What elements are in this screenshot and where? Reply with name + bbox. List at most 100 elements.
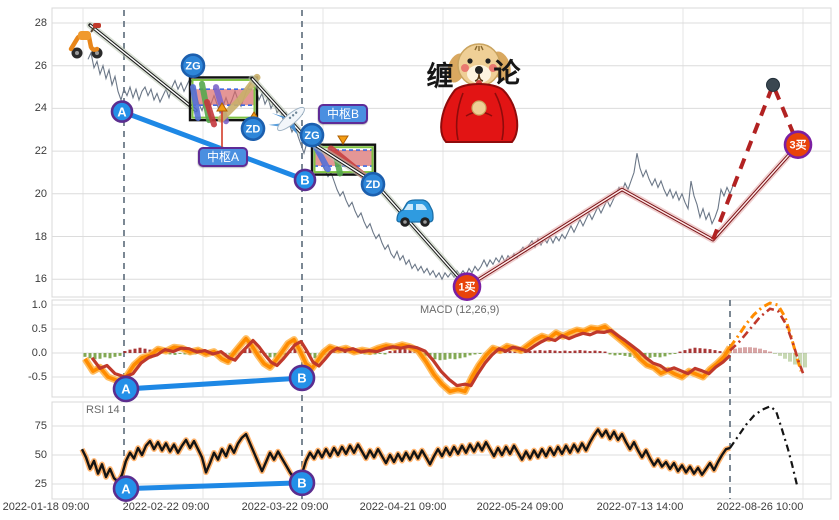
macd-histogram-bar (438, 353, 442, 361)
marker-ZD[interactable]: ZD (240, 116, 266, 141)
svg-text:ZG: ZG (304, 130, 319, 142)
segment-up-core (466, 144, 799, 288)
macd-histogram-bar (608, 353, 612, 355)
pivot-b-label[interactable]: 中枢B (317, 104, 369, 124)
car-icon (396, 199, 434, 227)
macd-histogram-bar (378, 353, 382, 354)
macd-histogram-bar (703, 348, 707, 353)
macd-histogram-bar (103, 353, 107, 358)
y-tick-main: 16 (34, 273, 47, 286)
y-tick-main: 24 (34, 102, 47, 115)
marker-3买[interactable]: 3买 (783, 130, 813, 159)
logo-char-right: 论 (493, 58, 521, 89)
marker-B[interactable]: B (293, 168, 317, 192)
macd-histogram-bar (693, 347, 697, 353)
macd-histogram-bar (548, 350, 552, 353)
macd-histogram-bar (528, 351, 532, 353)
macd-histogram-bar (268, 353, 272, 358)
macd-histogram-bar (443, 353, 447, 360)
marker-ZG[interactable]: ZG (299, 122, 325, 148)
x-tick-label: 2022-04-21 09:00 (359, 501, 447, 513)
x-tick-label: 2022-03-22 09:00 (241, 501, 329, 513)
pen-stroke (204, 99, 217, 128)
pen-stroke (190, 84, 201, 121)
macd-histogram-bar (398, 349, 402, 353)
macd-histogram-bar (623, 353, 627, 356)
macd-histogram-bar (598, 351, 602, 353)
macd-dea-line (90, 328, 732, 388)
chart-layers: A B ZG ZD ZG ZD 1买 3买 A B A B (51, 7, 832, 502)
macd-histogram-bar (603, 351, 607, 353)
macd-histogram-bar (673, 353, 677, 354)
macd-histogram-bar (458, 353, 462, 359)
macd-trendline-ab (123, 375, 305, 392)
macd-histogram-bar (713, 350, 717, 353)
svg-text:A: A (121, 382, 131, 397)
y-tick-macd: 1.0 (31, 299, 47, 311)
macd-histogram-bar (678, 351, 682, 353)
y-tick-macd: -0.5 (28, 371, 47, 383)
svg-text:B: B (297, 476, 306, 491)
macd-histogram-bar (173, 353, 177, 355)
macd-histogram-bar (133, 348, 137, 353)
svg-text:3买: 3买 (789, 139, 806, 152)
macd-histogram-bar (403, 348, 407, 353)
x-tick-label: 2022-02-22 09:00 (122, 501, 210, 513)
macd-histogram-bar (98, 353, 102, 359)
macd-histogram-bar (663, 353, 667, 357)
marker-ZG[interactable]: ZG (180, 53, 206, 78)
macd-histogram-bar (628, 353, 632, 357)
marker-A[interactable]: A (112, 375, 140, 403)
macd-histogram-bar (303, 351, 307, 353)
macd-histogram-bar (738, 347, 742, 353)
macd-histogram-bar (118, 353, 122, 356)
main-trendline-ab (119, 109, 308, 183)
macd-histogram-bar (248, 347, 252, 353)
macd-histogram-bar (113, 353, 117, 357)
scooter-icon (68, 23, 103, 59)
macd-histogram-bar (798, 353, 802, 367)
x-tick-label: 2022-01-18 09:00 (2, 501, 90, 513)
marker-B[interactable]: B (288, 364, 316, 392)
marker-ZD[interactable]: ZD (360, 171, 386, 197)
macd-histogram-bar (653, 353, 657, 357)
segment-down-2-core (251, 78, 468, 288)
macd-histogram-bar (583, 350, 587, 353)
svg-text:B: B (300, 173, 309, 188)
macd-histogram-bar (393, 350, 397, 353)
macd-histogram-bar (688, 348, 692, 353)
macd-histogram-bar (788, 353, 792, 362)
airplane-icon (268, 106, 305, 135)
main-panel (51, 7, 832, 298)
macd-dea-forecast (729, 307, 805, 374)
rsi-trendline-ab (123, 480, 305, 492)
logo-char-left: 缠 (426, 61, 454, 92)
pivot-a-label[interactable]: 中枢A (197, 147, 249, 167)
macd-histogram-bar (803, 353, 807, 368)
marker-A[interactable]: A (110, 100, 134, 123)
macd-histogram-bar (593, 350, 597, 353)
macd-histogram-bar (783, 353, 787, 359)
macd-histogram-bar (178, 353, 182, 354)
macd-histogram-bar (648, 353, 652, 358)
x-tick-label: 2022-08-26 10:00 (716, 501, 804, 513)
price-projection-dashed (711, 82, 800, 241)
macd-histogram-bar (433, 353, 437, 360)
marker-B[interactable]: B (288, 469, 316, 497)
macd-histogram-bar (93, 353, 97, 360)
macd-histogram-bar (468, 353, 472, 356)
orange-arrow (337, 135, 349, 145)
svg-text:1买: 1买 (458, 281, 475, 294)
macd-histogram-bar (578, 350, 582, 353)
svg-text:ZG: ZG (185, 61, 200, 73)
y-tick-macd: 0.0 (31, 347, 47, 359)
svg-text:B: B (297, 371, 306, 386)
pen-stroke (217, 73, 261, 123)
rsi-forecast (729, 405, 799, 486)
segment-down-1-core (89, 24, 197, 112)
y-tick-main: 26 (34, 59, 47, 72)
marker-A[interactable]: A (112, 475, 140, 502)
marker-1买[interactable]: 1买 (452, 272, 482, 301)
macd-histogram-bar (273, 353, 277, 358)
